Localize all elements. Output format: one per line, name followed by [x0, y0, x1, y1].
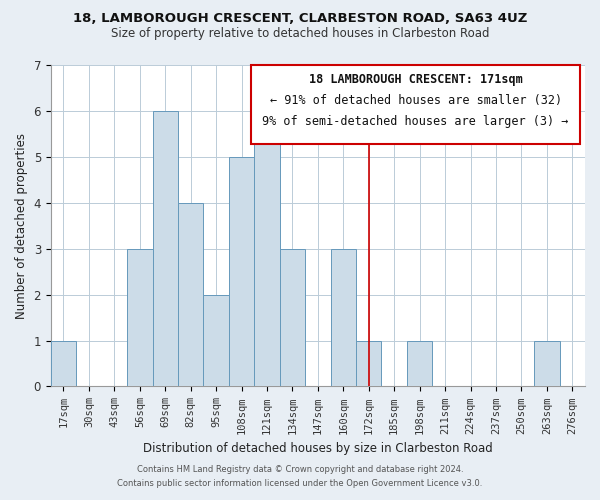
- Text: 18, LAMBOROUGH CRESCENT, CLARBESTON ROAD, SA63 4UZ: 18, LAMBOROUGH CRESCENT, CLARBESTON ROAD…: [73, 12, 527, 26]
- Bar: [254, 111, 280, 386]
- Bar: [229, 157, 254, 386]
- Bar: [331, 248, 356, 386]
- Bar: [407, 340, 433, 386]
- Text: 9% of semi-detached houses are larger (3) →: 9% of semi-detached houses are larger (3…: [262, 115, 569, 128]
- Bar: [127, 248, 152, 386]
- Bar: [152, 111, 178, 386]
- Y-axis label: Number of detached properties: Number of detached properties: [15, 132, 28, 318]
- FancyBboxPatch shape: [251, 65, 580, 144]
- Text: Contains HM Land Registry data © Crown copyright and database right 2024.
Contai: Contains HM Land Registry data © Crown c…: [118, 466, 482, 487]
- Text: 18 LAMBOROUGH CRESCENT: 171sqm: 18 LAMBOROUGH CRESCENT: 171sqm: [309, 73, 523, 86]
- Bar: [356, 340, 382, 386]
- Text: ← 91% of detached houses are smaller (32): ← 91% of detached houses are smaller (32…: [269, 94, 562, 107]
- Bar: [534, 340, 560, 386]
- Bar: [51, 340, 76, 386]
- Bar: [203, 294, 229, 386]
- Bar: [280, 248, 305, 386]
- Bar: [178, 203, 203, 386]
- X-axis label: Distribution of detached houses by size in Clarbeston Road: Distribution of detached houses by size …: [143, 442, 493, 455]
- Text: Size of property relative to detached houses in Clarbeston Road: Size of property relative to detached ho…: [111, 28, 489, 40]
